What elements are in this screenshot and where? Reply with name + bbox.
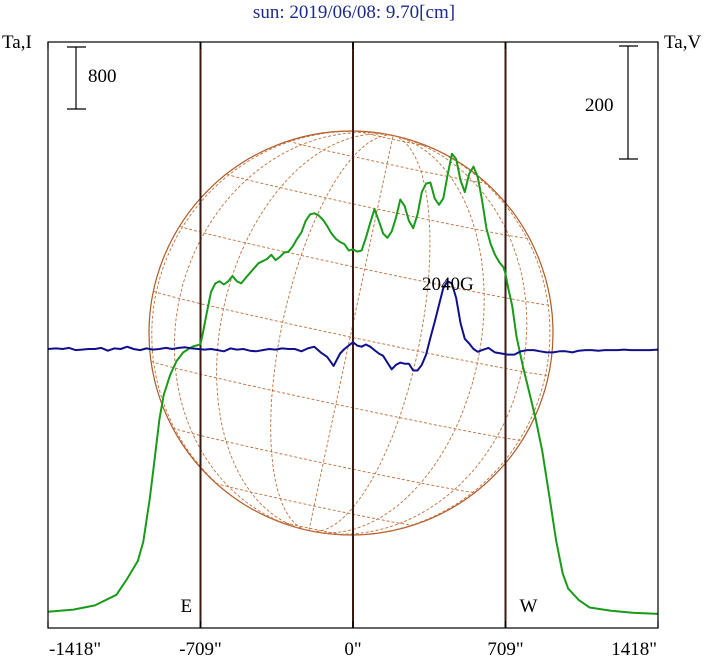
east-limb-label: E [181,596,193,617]
scale-bar-i-label: 800 [88,66,117,87]
series-layer [48,152,658,615]
latitude-line [172,427,476,493]
longitude-line [173,132,394,529]
x-axis-ticks: -1418" -709" 0" 709" 1418" [47,42,659,660]
latitude-line [288,140,487,184]
x-tick-label: -709" [179,639,222,660]
longitude-line [216,133,394,531]
chart-title: sun: 2019/06/08: 9.70[cm] [252,2,456,23]
west-limb-label: W [520,596,538,617]
x-tick-label: 709" [487,639,523,660]
scale-bar-v-label: 200 [585,95,614,116]
disk-limb [148,130,554,536]
longitude-line [311,135,431,532]
field-annotation: 2040G [422,274,474,295]
solar-disk [148,130,554,536]
left-axis-label: Ta,I [2,32,32,53]
x-tick-label: -1418" [49,639,101,660]
scale-bars: 800 200 [67,45,638,160]
longitude-line [308,135,394,531]
plot-labels: E W 2040G [181,274,538,617]
longitude-line [270,134,394,531]
latitude-line [150,360,523,441]
longitude-line [336,135,551,536]
x-tick-label: 1418" [611,639,657,660]
limb-lines [199,42,507,628]
series-line-I [48,152,658,615]
longitude-line [313,135,485,534]
series-line-V [48,280,658,372]
latitude-line [179,225,552,306]
right-axis-label: Ta,V [664,32,702,53]
x-tick-label: 0" [344,639,361,660]
longitude-line [151,130,394,524]
